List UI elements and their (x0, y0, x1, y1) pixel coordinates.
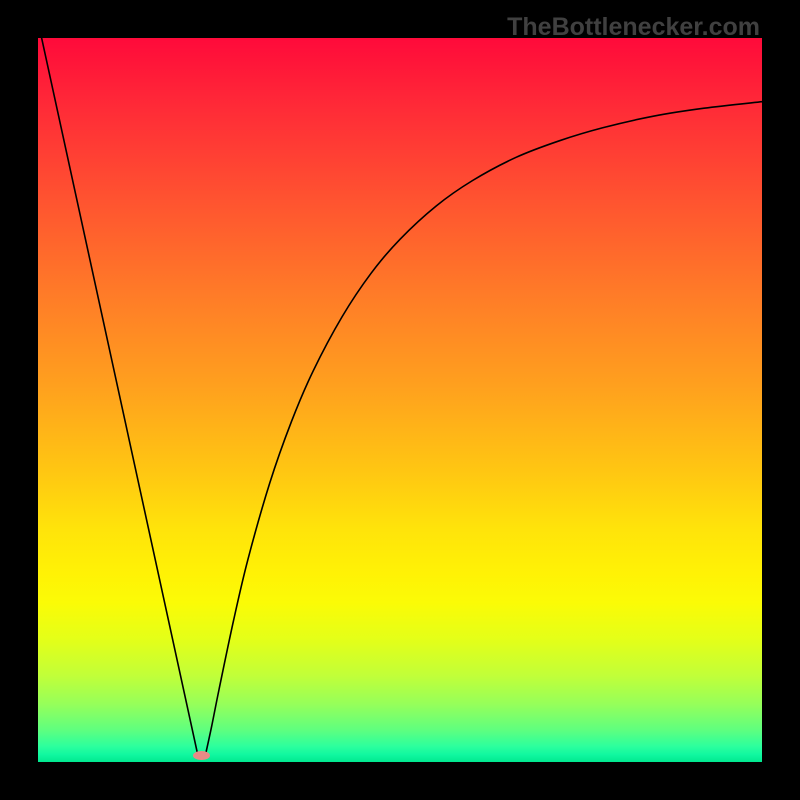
optimal-point-marker (193, 751, 210, 760)
bottleneck-curve (38, 38, 762, 762)
chart-container: { "canvas": { "width": 800, "height": 80… (0, 0, 800, 800)
watermark-text: TheBottlenecker.com (507, 13, 760, 42)
plot-area (38, 38, 762, 762)
